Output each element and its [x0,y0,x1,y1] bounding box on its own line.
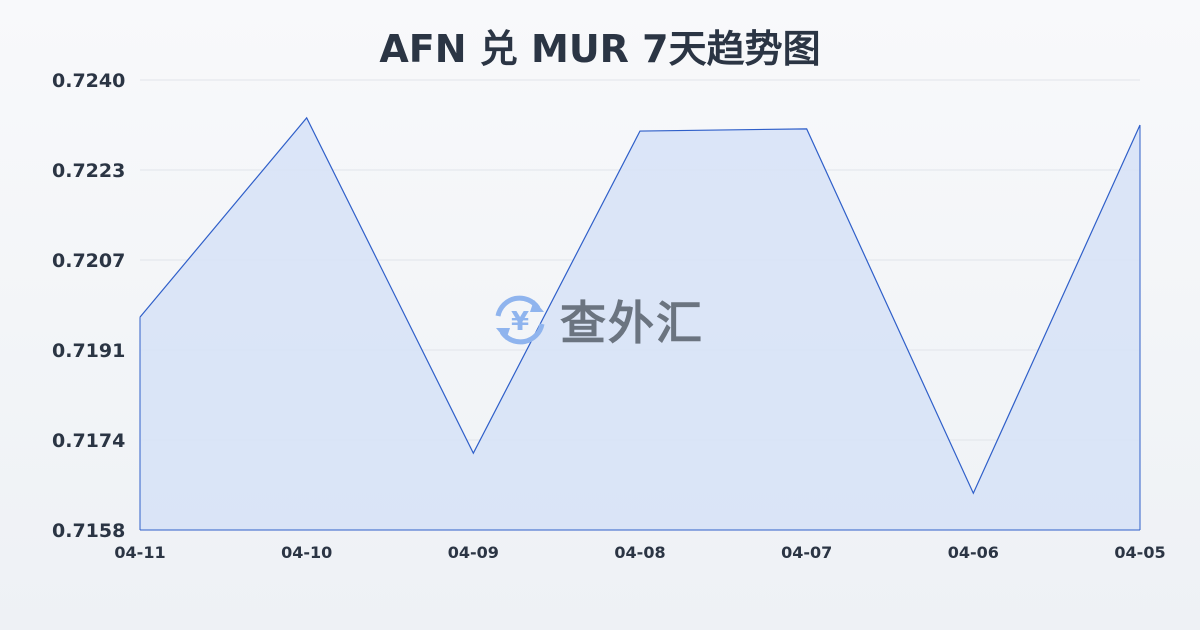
area-fill [140,117,1140,531]
x-tick-label: 04-06 [948,543,999,562]
watermark-text: 查外汇 [560,296,704,350]
y-tick-label: 0.7240 [52,70,125,92]
x-tick-label: 04-09 [448,543,499,562]
svg-text:¥: ¥ [511,307,529,337]
y-tick-label: 0.7207 [52,250,125,272]
y-tick-label: 0.7158 [52,520,125,542]
watermark: ¥ 查外汇 [490,287,704,353]
chart-title: AFN 兑 MUR 7天趋势图 [379,27,821,71]
x-tick-label: 04-10 [281,543,332,562]
x-tick-label: 04-07 [781,543,832,562]
y-tick-label: 0.7191 [52,340,125,362]
x-tick-label: 04-05 [1114,543,1165,562]
x-tick-label: 04-11 [114,543,165,562]
y-tick-label: 0.7223 [52,160,125,182]
y-tick-label: 0.7174 [52,430,125,452]
yen-exchange-icon: ¥ [495,295,545,345]
x-tick-label: 04-08 [614,543,665,562]
